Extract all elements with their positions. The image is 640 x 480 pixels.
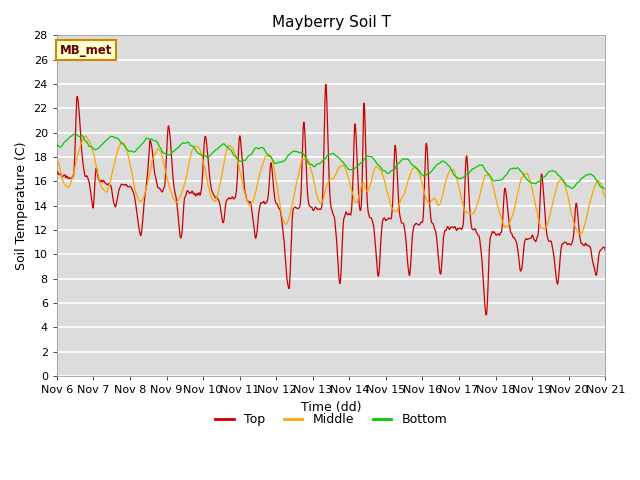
Title: Mayberry Soil T: Mayberry Soil T (271, 15, 390, 30)
Line: Middle: Middle (57, 136, 605, 234)
Line: Top: Top (57, 84, 605, 315)
Top (322, 82, 330, 87)
Bottom (81, 138, 89, 144)
Top (53, 168, 61, 174)
Bottom (305, 161, 313, 167)
Middle (575, 231, 583, 237)
Y-axis label: Soil Temperature (C): Soil Temperature (C) (15, 142, 28, 270)
Top (586, 244, 594, 250)
Middle (485, 171, 493, 177)
Middle (305, 160, 313, 166)
Middle (82, 133, 90, 139)
Legend: Top, Middle, Bottom: Top, Middle, Bottom (210, 408, 452, 431)
Bottom (485, 172, 493, 178)
Top (586, 243, 593, 249)
Bottom (53, 142, 61, 147)
Middle (586, 200, 594, 205)
X-axis label: Time (dd): Time (dd) (301, 400, 362, 413)
Text: MB_met: MB_met (60, 44, 112, 57)
Top (305, 202, 313, 208)
Middle (602, 194, 609, 200)
Top (485, 248, 493, 254)
Bottom (602, 186, 609, 192)
Bottom (71, 131, 79, 137)
Bottom (320, 156, 328, 162)
Line: Bottom: Bottom (57, 134, 605, 189)
Middle (81, 133, 89, 139)
Top (602, 247, 609, 253)
Bottom (586, 171, 593, 177)
Middle (586, 201, 593, 206)
Middle (320, 194, 328, 200)
Bottom (586, 171, 593, 177)
Middle (53, 156, 61, 162)
Top (483, 312, 490, 318)
Top (320, 164, 328, 169)
Top (81, 173, 89, 179)
